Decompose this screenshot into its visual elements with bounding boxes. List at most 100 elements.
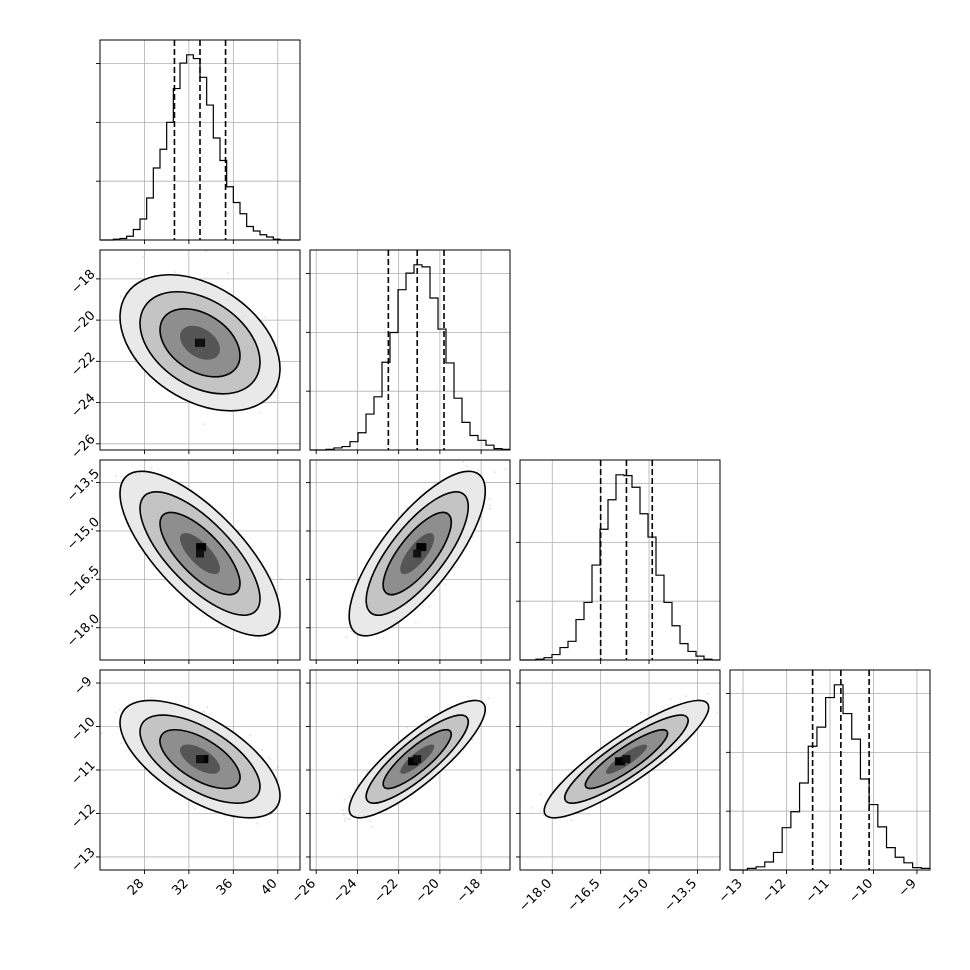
sample-point (706, 693, 709, 696)
x-tick-label: 36 (214, 876, 236, 898)
contour-line-0 (159, 511, 241, 596)
density-peak (196, 549, 204, 558)
density-peak (416, 543, 427, 552)
sample-point (344, 817, 347, 820)
panel-frame (309, 249, 511, 451)
x-tick-label: −12 (759, 876, 789, 906)
sample-point (256, 822, 259, 825)
sample-point (174, 271, 176, 273)
contour-line-0 (159, 307, 241, 378)
y-tick-label: −13 (69, 845, 99, 875)
contour-line-0 (382, 728, 453, 790)
x-tick-label: −24 (330, 876, 360, 906)
y-tick-label: −18 (69, 267, 99, 297)
sample-point (487, 697, 490, 700)
sample-point (346, 818, 349, 820)
sample-point (538, 810, 541, 813)
y-tick-label: −24 (69, 391, 99, 421)
pair-panel-1-3 (309, 669, 511, 871)
sample-point (466, 695, 469, 698)
sample-point (586, 754, 589, 757)
y-tick-label: −22 (69, 350, 99, 380)
histogram-panel-2 (516, 459, 721, 661)
sample-point (341, 809, 344, 811)
sample-point (353, 788, 356, 791)
sample-point (348, 818, 351, 821)
sample-point (349, 795, 352, 798)
histogram-panel-3 (726, 669, 931, 871)
pair-panel-2-3 (519, 669, 721, 871)
contour-line-1 (139, 714, 261, 804)
sample-point (530, 806, 533, 809)
contour-line-1 (365, 714, 470, 804)
sample-point (477, 469, 480, 472)
sample-point (342, 812, 345, 815)
sample-point (95, 284, 97, 286)
sample-point (433, 594, 436, 597)
sample-point (451, 760, 454, 763)
sample-point (669, 697, 672, 700)
sample-point (488, 508, 491, 510)
sample-point (227, 272, 229, 275)
panel-frame (519, 459, 721, 661)
histogram-step-2 (520, 474, 720, 661)
sample-point (258, 637, 260, 640)
sample-point (201, 711, 204, 714)
sample-point (684, 695, 687, 698)
sample-point (258, 411, 261, 414)
histogram-panel-0 (96, 39, 301, 241)
density-peak (196, 543, 207, 552)
y-tick-label: −13.5 (64, 466, 103, 505)
x-tick-label: 28 (125, 876, 147, 898)
panel-frame (99, 39, 301, 241)
sample-point (276, 766, 279, 769)
contour-line-0 (159, 728, 241, 790)
sample-point (366, 770, 369, 773)
x-tick-label: −10 (846, 876, 876, 906)
sample-point (202, 614, 205, 617)
x-tick-label: −18 (454, 876, 484, 906)
histogram-panel-1 (306, 249, 511, 451)
density-peak (413, 549, 422, 558)
sample-point (267, 756, 270, 759)
sample-point (150, 696, 153, 699)
x-tick-label: 32 (169, 876, 191, 898)
sample-point (428, 605, 431, 608)
y-tick-label: −10 (69, 715, 99, 745)
sample-point (488, 498, 491, 501)
sample-point (150, 466, 153, 469)
sample-point (252, 544, 254, 547)
y-tick-label: −15.0 (64, 515, 103, 554)
x-tick-label: −18.0 (516, 876, 555, 915)
x-tick-label: 40 (258, 876, 280, 898)
sample-point (665, 761, 668, 764)
sample-point (273, 400, 275, 403)
sample-point (343, 814, 346, 817)
sample-point (100, 732, 103, 735)
histogram-step-1 (310, 264, 510, 451)
sample-point (269, 758, 272, 761)
sample-point (539, 793, 542, 796)
sample-point (119, 295, 122, 298)
y-tick-label: −18.0 (64, 612, 103, 651)
sample-point (716, 711, 718, 714)
panel-frame (99, 249, 301, 451)
sample-point (120, 742, 123, 745)
sample-point (345, 636, 348, 639)
panel-frame (99, 459, 301, 661)
sample-point (203, 710, 206, 713)
sample-point (118, 709, 121, 711)
sample-point (203, 423, 206, 426)
y-tick-label: −12 (69, 802, 99, 832)
sample-point (382, 636, 385, 639)
y-tick-label: −26 (69, 432, 99, 462)
density-peak (622, 755, 631, 764)
sample-point (266, 667, 268, 669)
contour-line-1 (563, 714, 689, 804)
contour-line-2 (348, 470, 487, 637)
pair-panel-0-2 (99, 459, 301, 669)
sample-point (570, 819, 573, 822)
y-tick-label: −16.5 (64, 563, 103, 602)
sample-point (343, 819, 346, 822)
